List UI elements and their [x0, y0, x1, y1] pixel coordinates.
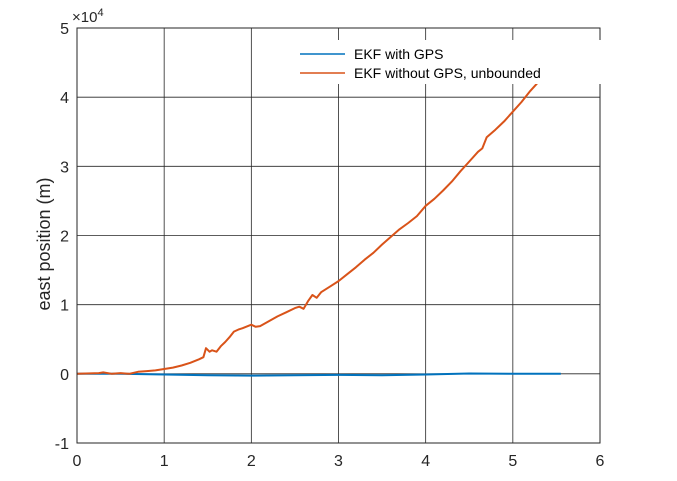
y-axis-exponent: ×104: [72, 7, 104, 26]
x-tick-label: 3: [334, 453, 343, 470]
y-tick-label: 1: [60, 298, 69, 315]
x-tick-label: 0: [73, 453, 82, 470]
legend-label-series-0: EKF with GPS: [354, 46, 443, 62]
x-tick-label: 4: [421, 453, 430, 470]
legend-label-series-1: EKF without GPS, unbounded: [354, 65, 541, 81]
x-tick-label: 5: [508, 453, 517, 470]
legend-box: [291, 40, 602, 84]
y-tick-label: 2: [60, 229, 69, 246]
series-line-1: [76, 82, 538, 375]
y-tick-label: 4: [60, 90, 69, 107]
x-tick-label: 6: [596, 453, 605, 470]
y-axis-label: east position (m): [34, 177, 54, 310]
x-tick-label: 2: [247, 453, 256, 470]
plot-frame: [76, 27, 601, 444]
y-tick-label: 5: [60, 21, 69, 38]
x-tick-label: 1: [160, 453, 169, 470]
y-tick-label: 0: [60, 367, 69, 384]
y-tick-label: -1: [55, 436, 69, 453]
y-axis-exponent-power: 4: [97, 7, 103, 19]
series-line-0: [77, 372, 561, 377]
y-tick-label: 3: [60, 159, 69, 176]
series-layer: [76, 82, 561, 377]
legend: EKF with GPS EKF without GPS, unbounded: [291, 40, 602, 84]
y-axis-exponent-base: ×10: [72, 9, 97, 26]
